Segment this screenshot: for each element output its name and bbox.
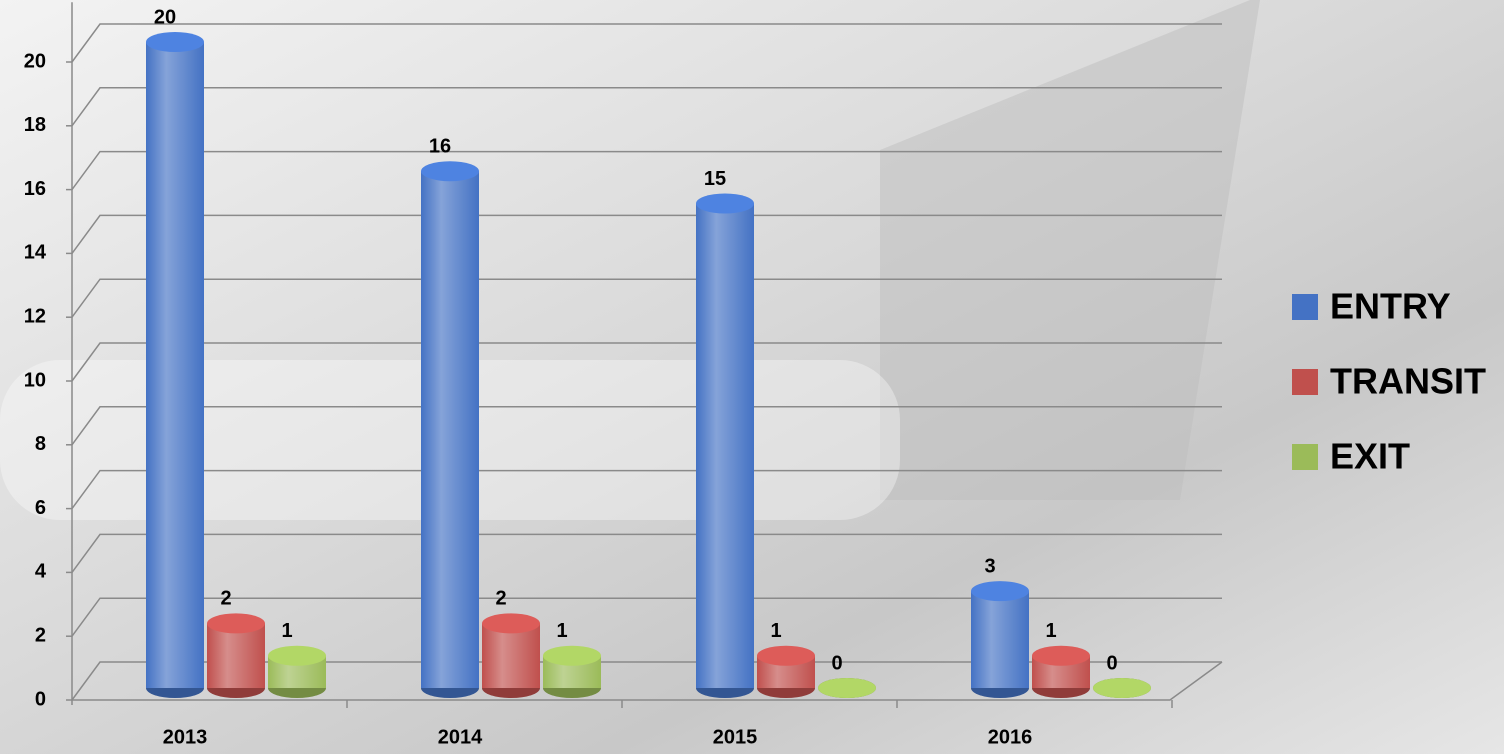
value-label: 20	[154, 6, 176, 28]
value-label: 2	[495, 588, 506, 610]
bar-top	[421, 161, 479, 181]
bar-top	[543, 646, 601, 666]
value-label: 16	[429, 135, 451, 157]
bar-shade	[971, 591, 1029, 688]
value-label: 1	[1045, 620, 1056, 642]
bar-top	[482, 613, 540, 633]
legend-swatch	[1292, 444, 1318, 470]
legend-swatch	[1292, 369, 1318, 395]
value-label: 3	[984, 555, 995, 577]
legend-label: TRANSIT	[1330, 361, 1486, 402]
bar-top	[1032, 646, 1090, 666]
x-tick-label: 2016	[988, 726, 1033, 748]
legend-label: EXIT	[1330, 436, 1410, 477]
bar-top	[146, 32, 204, 52]
value-label: 1	[281, 620, 292, 642]
bar-top	[1093, 678, 1151, 698]
y-tick-label: 0	[35, 688, 46, 710]
value-label: 15	[704, 168, 726, 190]
value-label: 0	[831, 652, 842, 674]
bar-shade	[146, 42, 204, 688]
y-tick-label: 12	[24, 305, 46, 327]
legend-label: ENTRY	[1330, 286, 1451, 327]
value-label: 2	[220, 588, 231, 610]
x-tick-label: 2013	[163, 726, 208, 748]
y-tick-label: 18	[24, 114, 46, 136]
bar-top	[268, 646, 326, 666]
bar-shade	[421, 171, 479, 688]
y-tick-label: 2	[35, 624, 46, 646]
page: 0246810121416182020132021201416212015151…	[0, 0, 1504, 754]
bar-shade	[696, 204, 754, 689]
y-tick-label: 16	[24, 178, 46, 200]
value-label: 1	[556, 620, 567, 642]
x-tick-label: 2014	[438, 726, 483, 748]
x-tick-label: 2015	[713, 726, 758, 748]
bar-top	[757, 646, 815, 666]
y-tick-label: 20	[24, 50, 46, 72]
chart: 0246810121416182020132021201416212015151…	[0, 0, 1504, 754]
y-tick-label: 4	[35, 561, 47, 583]
y-tick-label: 14	[24, 242, 47, 264]
y-tick-label: 6	[35, 497, 46, 519]
bar-top	[971, 581, 1029, 601]
legend-swatch	[1292, 294, 1318, 320]
y-tick-label: 8	[35, 433, 46, 455]
bar-top	[818, 678, 876, 698]
bar-top	[696, 194, 754, 214]
value-label: 0	[1106, 652, 1117, 674]
bar-top	[207, 613, 265, 633]
y-tick-label: 10	[24, 369, 46, 391]
value-label: 1	[770, 620, 781, 642]
